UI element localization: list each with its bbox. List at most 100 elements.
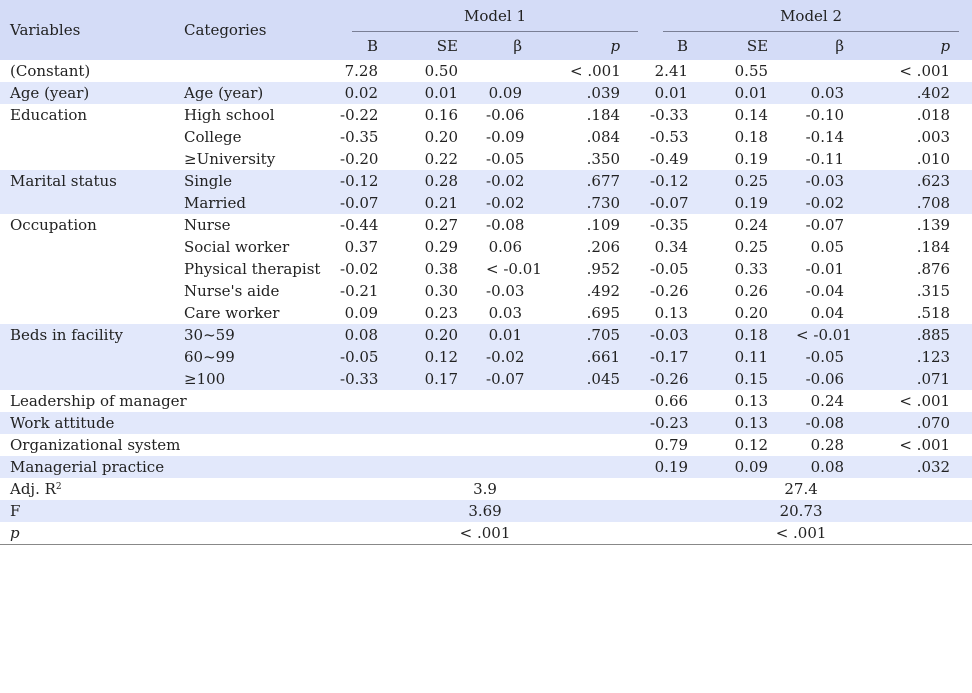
cell-line: -0.07 xyxy=(805,216,845,234)
cell-line: 0.25 xyxy=(734,238,769,256)
m1-p-cell: .677 .730 xyxy=(570,170,651,214)
m2-se-cell: 0.55 xyxy=(716,60,797,82)
summary-label: Adj. R2 xyxy=(0,478,340,500)
cell-line: 0.19 xyxy=(734,194,769,212)
variable-name: Managerial practice xyxy=(0,456,340,478)
header-m2-b: B xyxy=(650,32,717,60)
variable-label: Organizational system xyxy=(10,436,181,454)
m1-p-cell: .039 xyxy=(570,82,651,104)
summary-m1-value: 3.9 xyxy=(340,478,651,500)
m2-beta-cell xyxy=(796,60,881,82)
m2-p-cell: .032 xyxy=(880,456,972,478)
m2-p-cell: .623 .708 xyxy=(880,170,972,214)
cell-line: 0.04 xyxy=(810,304,845,322)
cell-line: -0.07 xyxy=(650,194,689,212)
cell-line: .695 xyxy=(586,304,621,322)
cell-line xyxy=(340,412,378,434)
cell-line: -0.17 xyxy=(650,348,689,366)
cell-line xyxy=(796,60,844,82)
m1-se-cell xyxy=(406,412,486,434)
summary-row: F 3.69 20.73 xyxy=(0,500,972,522)
cell-line: Physical therapist xyxy=(184,260,321,278)
m2-b-cell: -0.23 xyxy=(650,412,717,434)
m2-se-cell: 0.25 0.19 xyxy=(716,170,797,214)
m2-se-cell: 0.24 0.25 0.33 0.26 0.20 xyxy=(716,214,797,324)
summary-row: Adj. R2 3.9 27.4 xyxy=(0,478,972,500)
m1-b-cell: 0.08 -0.05 -0.33 xyxy=(340,324,406,390)
m1-se-cell xyxy=(406,390,486,412)
cell-line: .070 xyxy=(916,414,951,432)
summary-label-text: Adj. R2 xyxy=(10,480,62,498)
cell-line xyxy=(340,434,378,456)
m2-beta-cell: -0.10 -0.14 -0.11 xyxy=(796,104,881,170)
cell-line: 0.19 xyxy=(654,458,689,476)
header-m1-b: B xyxy=(340,32,406,60)
m1-beta-cell: -0.06 -0.09 -0.05 xyxy=(486,104,570,170)
m1-p-cell xyxy=(570,456,651,478)
cell-line: ≥University xyxy=(184,150,276,168)
cell-line: .206 xyxy=(586,238,621,256)
cell-line: -0.35 xyxy=(650,216,689,234)
cell-line xyxy=(486,60,522,82)
category-cell xyxy=(172,60,340,82)
cell-line: 0.02 xyxy=(344,84,378,102)
cell-line: 0.50 xyxy=(424,62,458,80)
summary-row: p < .001 < .001 xyxy=(0,522,972,545)
m1-b-cell xyxy=(340,434,406,456)
cell-line: 0.16 xyxy=(424,106,458,124)
cell-line: 0.11 xyxy=(734,348,769,366)
cell-line xyxy=(570,434,620,456)
cell-line: -0.12 xyxy=(650,172,689,190)
table-row: Organizational system 0.79 0.12 0.28 < .001 xyxy=(0,434,972,456)
variable-label: Age (year) xyxy=(10,84,90,102)
variable-label: Leadership of manager xyxy=(10,392,187,410)
category-cell: Age (year) xyxy=(172,82,340,104)
cell-line: 0.03 xyxy=(810,84,845,102)
cell-line: .885 xyxy=(916,326,951,344)
table-row: Leadership of manager 0.66 0.13 0.24 < .001 xyxy=(0,390,972,412)
variable-name: Education xyxy=(0,104,172,170)
m2-beta-cell: 0.28 xyxy=(796,434,881,456)
cell-line: -0.05 xyxy=(340,348,379,366)
table-body: (Constant) 7.28 0.50 < .001 2.41 0.55 < .001 Ag… xyxy=(0,60,972,545)
m1-p-cell: .109 .206 .952 .492 .695 xyxy=(570,214,651,324)
cell-line: .350 xyxy=(586,150,621,168)
cell-line: 0.19 xyxy=(734,150,769,168)
m2-p-cell: .018 .003 .010 xyxy=(880,104,972,170)
cell-line: 0.18 xyxy=(734,326,769,344)
cell-line: -0.05 xyxy=(650,260,689,278)
cell-line xyxy=(486,412,522,434)
variable-name: (Constant) xyxy=(0,60,172,82)
m1-beta-cell xyxy=(486,390,570,412)
header-categories: Categories xyxy=(172,0,340,60)
m1-b-cell xyxy=(340,412,406,434)
cell-line: ≥100 xyxy=(184,370,226,388)
header-model-1: Model 1 xyxy=(340,0,651,32)
m1-p-cell: .705 .661 .045 xyxy=(570,324,651,390)
cell-line: 0.06 xyxy=(488,238,522,256)
cell-line: -0.05 xyxy=(805,348,845,366)
cell-line: .492 xyxy=(586,282,621,300)
m2-b-cell: -0.03 -0.17 -0.26 xyxy=(650,324,717,390)
cell-line: -0.33 xyxy=(340,370,379,388)
cell-line: .123 xyxy=(916,348,951,366)
cell-line: Care worker xyxy=(184,304,280,322)
summary-value-text: 20.73 xyxy=(779,502,823,520)
cell-line: .518 xyxy=(916,304,951,322)
variable-name: Marital status xyxy=(0,170,172,214)
m2-p-cell: .070 xyxy=(880,412,972,434)
cell-line: 0.38 xyxy=(424,260,458,278)
cell-line: .010 xyxy=(916,150,951,168)
m2-b-cell: -0.33 -0.53 -0.49 xyxy=(650,104,717,170)
cell-line: Nurse's aide xyxy=(184,282,280,300)
cell-line: -0.26 xyxy=(650,282,689,300)
cell-line: -0.21 xyxy=(340,282,379,300)
m2-se-cell: 0.01 xyxy=(716,82,797,104)
cell-line: 0.55 xyxy=(734,62,769,80)
summary-value-text: < .001 xyxy=(775,524,827,542)
cell-line: -0.09 xyxy=(486,128,525,146)
summary-m1-value: 3.69 xyxy=(340,500,651,522)
m1-se-cell: 0.16 0.20 0.22 xyxy=(406,104,486,170)
m2-se-cell: 0.18 0.11 0.15 xyxy=(716,324,797,390)
cell-line xyxy=(340,456,378,478)
